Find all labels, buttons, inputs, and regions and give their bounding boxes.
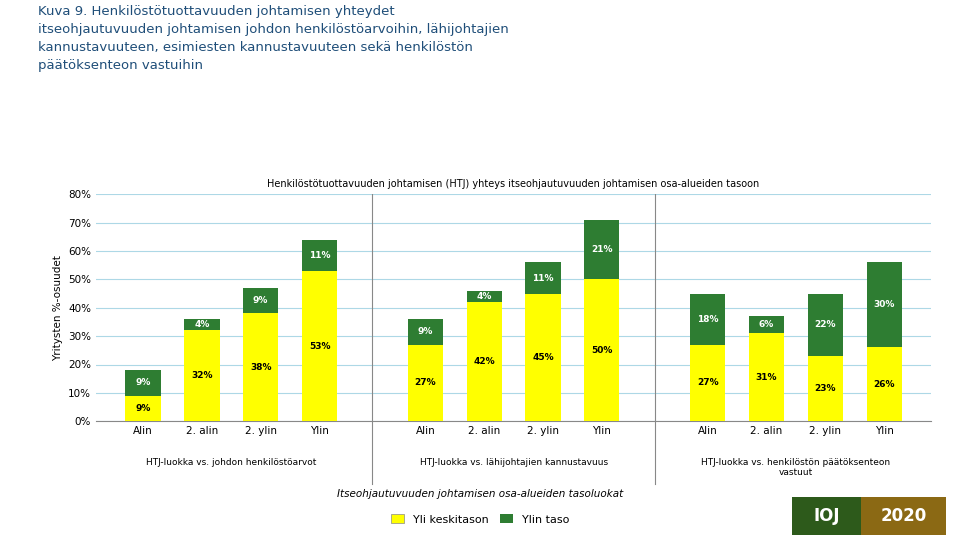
Bar: [867, 262, 901, 348]
Bar: [184, 319, 220, 330]
Bar: [585, 220, 619, 280]
Bar: [126, 370, 160, 396]
Title: Henkilöstötuottavuuden johtamisen (HTJ) yhteys itseohjautuvuuden johtamisen osa-: Henkilöstötuottavuuden johtamisen (HTJ) …: [268, 179, 759, 190]
Bar: [301, 240, 337, 271]
Y-axis label: Yritysten %-osuudet: Yritysten %-osuudet: [53, 255, 62, 361]
Text: 50%: 50%: [591, 346, 612, 355]
Legend: Yli keskitason, Ylin taso: Yli keskitason, Ylin taso: [386, 510, 574, 529]
Text: Itseohjautuvuuden johtamisen osa-alueiden tasoluokat: Itseohjautuvuuden johtamisen osa-alueide…: [337, 489, 623, 499]
Text: 2020: 2020: [880, 507, 926, 525]
Bar: [807, 356, 843, 421]
Bar: [467, 291, 502, 302]
Text: 38%: 38%: [250, 363, 272, 372]
Bar: [749, 333, 784, 421]
Text: 9%: 9%: [135, 379, 151, 387]
Text: 42%: 42%: [473, 357, 495, 366]
Text: 30%: 30%: [874, 300, 895, 309]
Text: 27%: 27%: [697, 379, 718, 387]
Text: 53%: 53%: [309, 342, 330, 350]
Text: 45%: 45%: [532, 353, 554, 362]
Text: 18%: 18%: [697, 315, 718, 323]
Bar: [408, 345, 443, 421]
Text: 23%: 23%: [815, 384, 836, 393]
Bar: [585, 280, 619, 421]
Text: HTJ-luokka vs. henkilöstön päätöksenteon
vastuut: HTJ-luokka vs. henkilöstön päätöksenteon…: [702, 458, 891, 477]
Text: 22%: 22%: [815, 320, 836, 329]
Text: HTJ-luokka vs. lähijohtajien kannustavuus: HTJ-luokka vs. lähijohtajien kannustavuu…: [420, 458, 608, 467]
Text: 9%: 9%: [418, 327, 433, 336]
Text: IOJ: IOJ: [813, 507, 840, 525]
Text: 27%: 27%: [415, 379, 436, 387]
Bar: [301, 271, 337, 421]
Bar: [749, 316, 784, 333]
Text: 4%: 4%: [476, 292, 492, 301]
Text: 11%: 11%: [309, 251, 330, 260]
Bar: [243, 288, 278, 313]
Bar: [243, 313, 278, 421]
Bar: [467, 302, 502, 421]
Bar: [525, 294, 561, 421]
Text: HTJ-luokka vs. johdon henkilöstöarvot: HTJ-luokka vs. johdon henkilöstöarvot: [146, 458, 317, 467]
Bar: [690, 294, 726, 345]
Text: Kuva 9. Henkilöstötuottavuuden johtamisen yhteydet
itseohjautuvuuden johtamisen : Kuva 9. Henkilöstötuottavuuden johtamise…: [38, 5, 509, 72]
Text: 9%: 9%: [253, 296, 269, 305]
Text: 26%: 26%: [874, 380, 895, 389]
Text: 21%: 21%: [591, 245, 612, 254]
Text: 9%: 9%: [135, 404, 151, 413]
Bar: [867, 348, 901, 421]
Text: 11%: 11%: [532, 274, 554, 282]
Bar: [184, 330, 220, 421]
Text: 4%: 4%: [194, 320, 209, 329]
Bar: [408, 319, 443, 345]
Bar: [525, 262, 561, 294]
Bar: [690, 345, 726, 421]
Text: 31%: 31%: [756, 373, 778, 382]
Text: 6%: 6%: [759, 320, 774, 329]
Bar: [807, 294, 843, 356]
Bar: [126, 396, 160, 421]
Text: 32%: 32%: [191, 372, 212, 380]
